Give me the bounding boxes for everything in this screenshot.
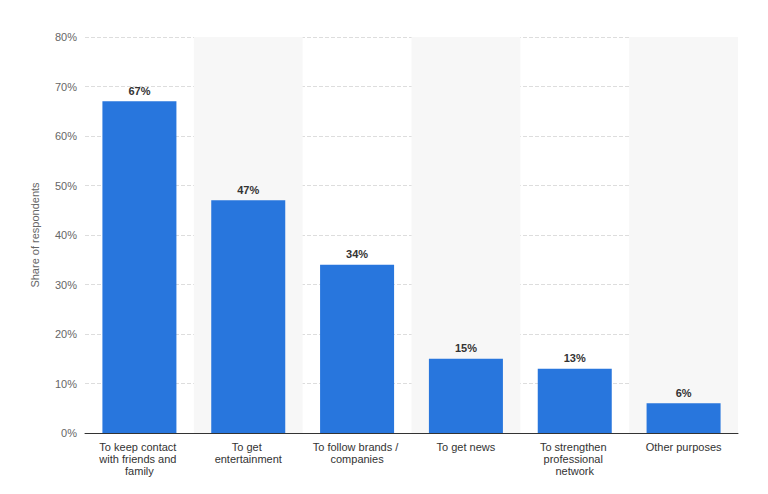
svg-text:Other purposes: Other purposes	[646, 441, 722, 453]
svg-text:80%: 80%	[55, 31, 77, 43]
svg-text:50%: 50%	[55, 180, 77, 192]
svg-text:0%: 0%	[61, 427, 77, 439]
svg-text:15%: 15%	[455, 342, 477, 354]
svg-text:60%: 60%	[55, 130, 77, 142]
svg-text:13%: 13%	[564, 352, 586, 364]
svg-text:67%: 67%	[128, 85, 150, 97]
svg-text:companies: companies	[330, 453, 384, 465]
svg-text:entertainment: entertainment	[215, 453, 282, 465]
svg-text:family: family	[125, 465, 154, 477]
svg-text:70%: 70%	[55, 81, 77, 93]
svg-text:To get: To get	[232, 441, 265, 453]
svg-text:To follow brands /: To follow brands /	[313, 441, 402, 453]
svg-text:6%: 6%	[676, 387, 692, 399]
svg-text:network: network	[555, 465, 594, 477]
svg-text:To strengthen: To strengthen	[540, 441, 610, 453]
svg-text:20%: 20%	[55, 328, 77, 340]
svg-text:34%: 34%	[346, 248, 368, 260]
svg-text:47%: 47%	[237, 184, 259, 196]
svg-text:30%: 30%	[55, 279, 77, 291]
svg-text:To get news: To get news	[437, 441, 496, 453]
svg-text:professional: professional	[544, 453, 606, 465]
svg-text:To keep contact: To keep contact	[99, 441, 179, 453]
svg-text:10%: 10%	[55, 378, 77, 390]
svg-text:with friends and: with friends and	[98, 453, 179, 465]
svg-text:40%: 40%	[55, 229, 77, 241]
svg-text:Share of respondents: Share of respondents	[29, 182, 41, 288]
